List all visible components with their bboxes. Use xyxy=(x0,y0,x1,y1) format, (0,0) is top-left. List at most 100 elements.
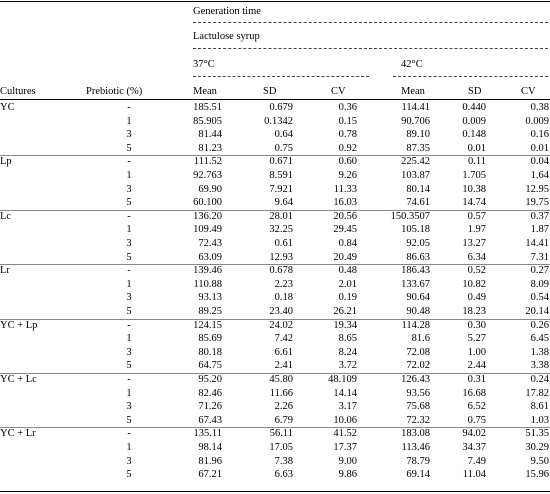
mean-37-cell: 69.90 xyxy=(198,183,222,195)
sd-42-cell: 10.82 xyxy=(462,278,486,290)
col-cv-37: CV xyxy=(331,86,346,97)
prebiotic-cell: - xyxy=(127,210,131,222)
mean-37-cell: 92.763 xyxy=(193,170,222,181)
cv-37-cell: 9.86 xyxy=(338,469,357,481)
sd-42-cell: 0.57 xyxy=(467,210,486,222)
mean-42-cell: 114.28 xyxy=(401,319,431,331)
table-row: Lc - 136.20 28.01 20.56 150.3507 0.57 0.37 xyxy=(0,211,550,223)
col-cv-42: CV xyxy=(521,86,536,97)
sd-37-cell: 6.63 xyxy=(274,469,293,481)
sd-37-cell: 2.26 xyxy=(274,401,293,413)
cv-42-cell: 19.75 xyxy=(525,197,549,209)
prebiotic-cell: - xyxy=(127,265,131,277)
cv-37-cell: 9.26 xyxy=(338,170,357,181)
prebiotic-cell: - xyxy=(127,156,131,168)
mean-42-cell: 90.64 xyxy=(406,292,430,304)
mean-42-cell: 150.3507 xyxy=(390,210,430,222)
sd-37-cell: 0.679 xyxy=(269,102,293,113)
table-row: 3 93.13 0.18 0.19 90.64 0.49 0.54 xyxy=(0,292,550,304)
mean-42-cell: 74.61 xyxy=(406,197,430,209)
prebiotic-cell: 3 xyxy=(126,183,132,195)
prebiotic-cell: 3 xyxy=(126,455,132,467)
prebiotic-cell: 5 xyxy=(126,142,132,154)
culture-cell: Lr xyxy=(0,265,10,277)
cv-37-cell: 3.17 xyxy=(338,401,357,413)
mean-37-cell: 111.52 xyxy=(193,156,222,168)
sd-42-cell: 16.68 xyxy=(462,387,486,399)
cv-37-cell: 0.92 xyxy=(338,142,357,154)
mean-37-cell: 81.23 xyxy=(198,142,222,154)
mean-37-cell: 72.43 xyxy=(198,238,222,249)
sd-37-cell: 9.64 xyxy=(274,197,293,209)
prebiotic-cell: 3 xyxy=(126,401,132,413)
cv-37-cell: 29.45 xyxy=(333,224,357,236)
mean-37-cell: 81.44 xyxy=(198,129,222,141)
sd-37-cell: 0.671 xyxy=(269,156,293,168)
prebiotic-cell: 1 xyxy=(126,278,132,290)
sd-42-cell: 13.27 xyxy=(462,238,486,249)
mean-42-cell: 114.41 xyxy=(401,102,431,113)
cv-42-cell: 1.03 xyxy=(530,414,549,426)
mean-42-cell: 92.05 xyxy=(406,238,430,249)
prebiotic-cell: 1 xyxy=(126,333,132,345)
mean-37-cell: 95.20 xyxy=(198,374,222,385)
cv-37-cell: 10.06 xyxy=(333,414,357,426)
cv-42-cell: 1.87 xyxy=(530,224,549,236)
cv-42-cell: 12.95 xyxy=(525,183,549,195)
cv-37-cell: 19.34 xyxy=(333,319,357,331)
cv-37-cell: 11.33 xyxy=(333,183,357,195)
header-rule xyxy=(0,99,550,100)
sd-37-cell: 6.61 xyxy=(274,346,293,358)
mean-37-cell: 109.49 xyxy=(193,224,222,236)
table-row: 5 60.100 9.64 16.03 74.61 14.74 19.75 xyxy=(0,197,550,209)
cv-37-cell: 0.48 xyxy=(338,265,357,277)
mean-42-cell: 90.48 xyxy=(406,306,430,317)
table-row: YC + Lc - 95.20 45.80 48.109 126.43 0.31 0.24 xyxy=(0,374,550,386)
prebiotic-cell: 1 xyxy=(126,170,132,181)
prebiotic-cell: 5 xyxy=(126,414,132,426)
col-cultures: Cultures xyxy=(0,86,36,97)
cv-37-cell: 48.109 xyxy=(328,374,357,385)
mean-42-cell: 225.42 xyxy=(401,156,430,168)
table-row: 1 109.49 32.25 29.45 105.18 1.97 1.87 xyxy=(0,224,550,236)
culture-cell: YC + Lc xyxy=(0,374,37,385)
mean-42-cell: 183.08 xyxy=(401,428,430,440)
table-row: 3 69.90 7.921 11.33 80.14 10.38 12.95 xyxy=(0,184,550,196)
sd-37-cell: 23.40 xyxy=(269,306,293,317)
sd-37-cell: 0.1342 xyxy=(264,115,293,127)
prebiotic-cell: 1 xyxy=(126,224,132,236)
table-row: YC + Lr - 135.11 56.11 41.52 183.08 94.02 51.35 xyxy=(0,428,550,440)
table-row: 3 71.26 2.26 3.17 75.68 6.52 8.61 xyxy=(0,401,550,413)
cv-42-cell: 0.54 xyxy=(530,292,549,304)
col-prebiotic: Prebiotic (%) xyxy=(86,86,143,97)
mean-37-cell: 81.96 xyxy=(198,455,222,467)
sd-42-cell: 1.00 xyxy=(467,346,486,358)
prebiotic-cell: 3 xyxy=(126,346,132,358)
mean-37-cell: 67.21 xyxy=(198,469,222,481)
prebiotic-cell: 1 xyxy=(126,387,132,399)
cv-37-cell: 0.60 xyxy=(338,156,357,168)
sd-37-cell: 0.64 xyxy=(274,129,293,141)
sd-37-cell: 0.18 xyxy=(274,292,293,304)
culture-cell: YC + Lr xyxy=(0,428,36,440)
prebiotic-cell: - xyxy=(127,428,131,440)
lactulose-header: Lactulose syrup xyxy=(193,31,260,42)
header-dash-2 xyxy=(193,48,548,49)
sd-42-cell: 0.31 xyxy=(467,374,486,385)
cv-42-cell: 6.45 xyxy=(530,333,549,345)
mean-42-cell: 72.08 xyxy=(406,346,430,358)
cv-42-cell: 8.09 xyxy=(530,278,549,290)
table-row: Lp - 111.52 0.671 0.60 225.42 0.11 0.04 xyxy=(0,156,550,168)
mean-42-cell: 72.32 xyxy=(406,414,430,426)
mean-42-cell: 103.87 xyxy=(401,170,430,181)
mean-37-cell: 85.69 xyxy=(198,333,222,345)
temp-42-header: 42°C xyxy=(401,59,423,70)
mean-37-cell: 85.905 xyxy=(193,115,222,127)
mean-37-cell: 139.46 xyxy=(193,265,222,277)
mean-37-cell: 136.20 xyxy=(193,210,222,222)
sd-42-cell: 34.37 xyxy=(462,442,486,453)
table-row: 1 82.46 11.66 14.14 93.56 16.68 17.82 xyxy=(0,388,550,400)
sd-42-cell: 94.02 xyxy=(462,428,486,440)
sd-42-cell: 0.75 xyxy=(467,414,486,426)
table-row: 5 89.25 23.40 26.21 90.48 18.23 20.14 xyxy=(0,306,550,318)
